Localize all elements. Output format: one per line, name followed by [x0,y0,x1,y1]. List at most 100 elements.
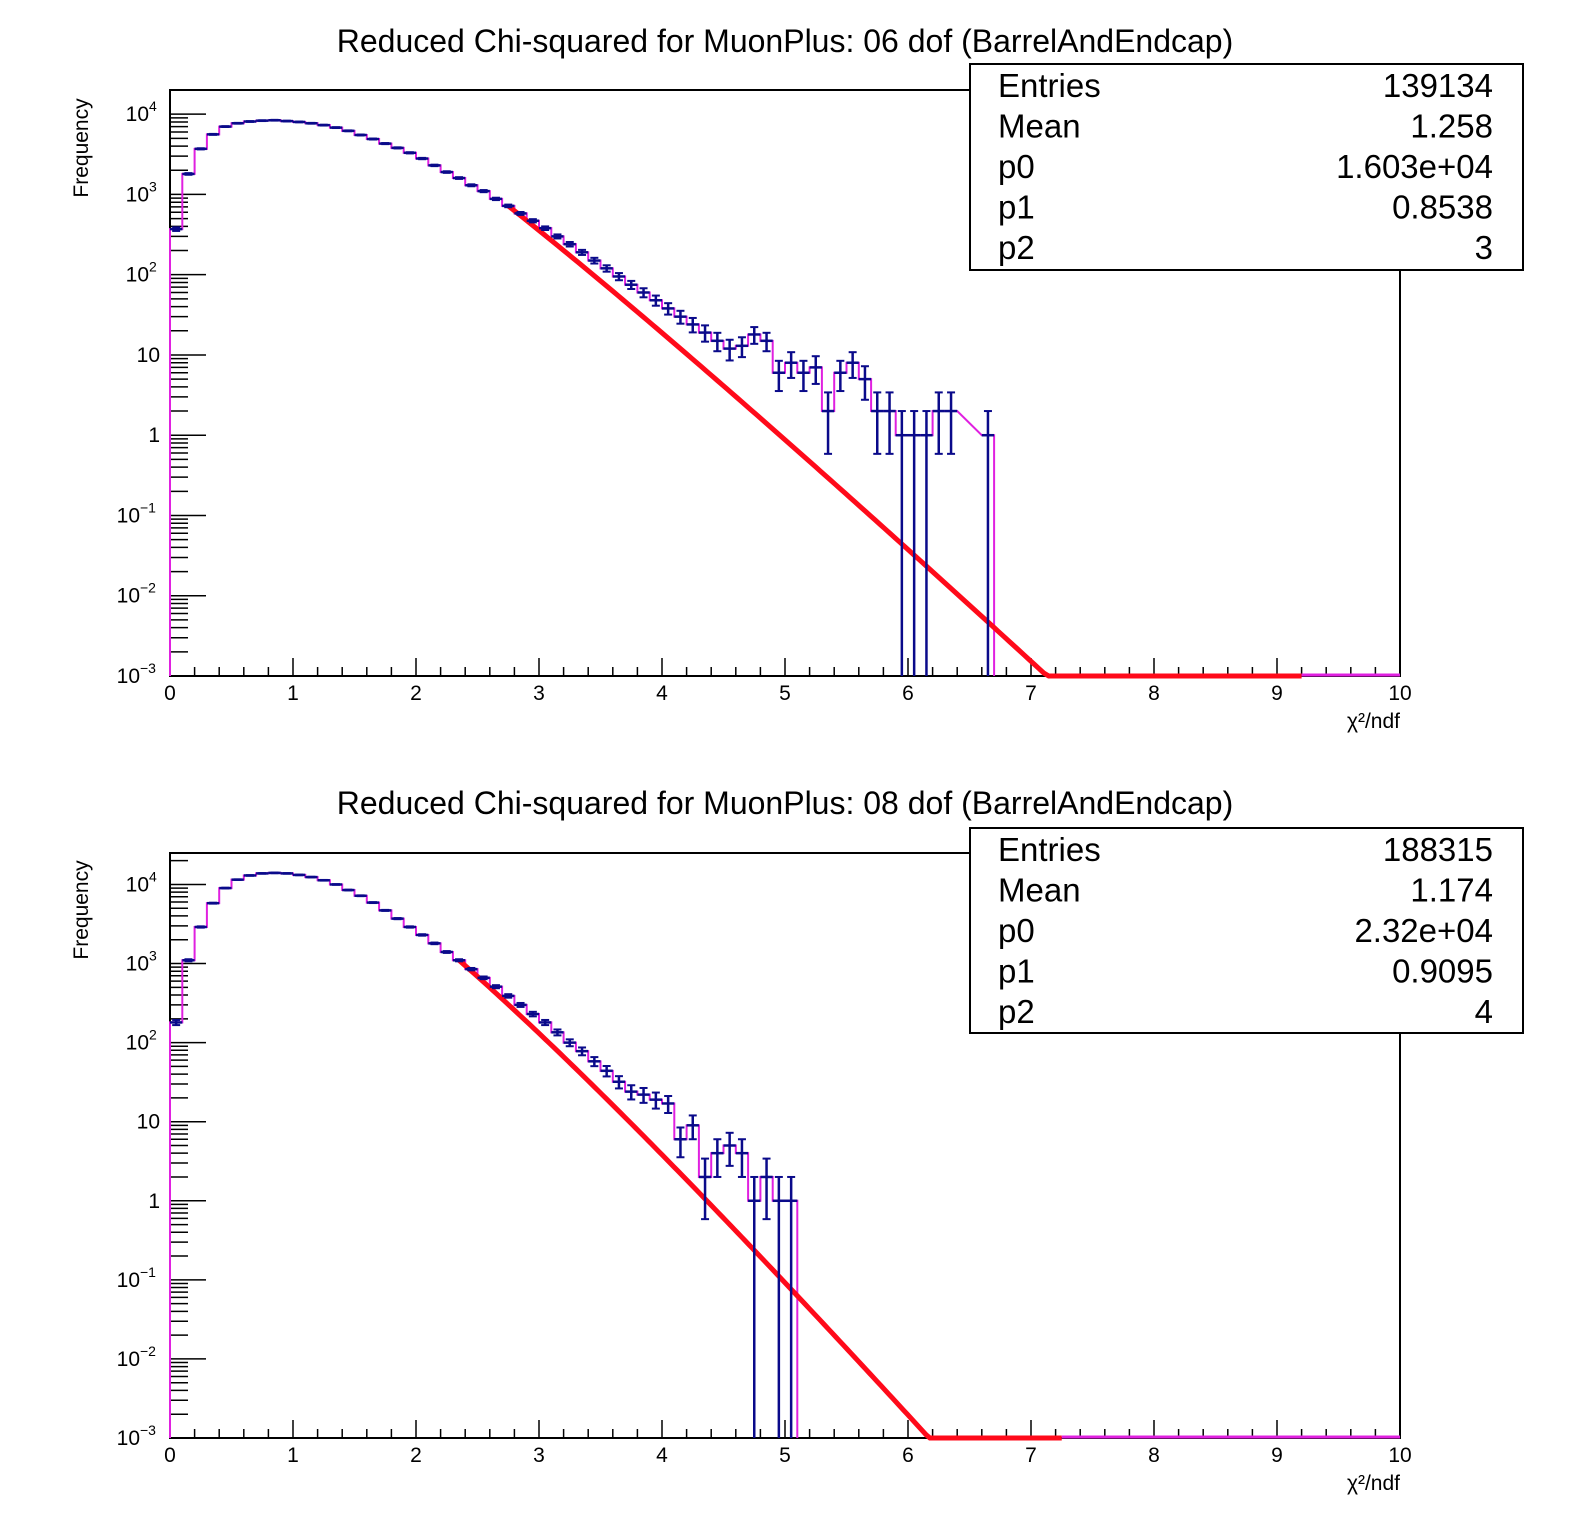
data-point [686,1114,699,1141]
data-point [662,302,675,316]
y-tick-exponent: −3 [140,660,156,676]
y-tick-exponent: −2 [140,580,156,596]
x-tick-label: 2 [410,1444,422,1467]
data-point [526,218,539,224]
data-point [329,126,343,130]
data-point [416,933,429,937]
data-point [182,172,195,176]
y-tick-label: 10 [117,585,140,608]
data-point [379,908,392,912]
y-tick-exponent: −1 [140,499,156,515]
data-point [219,125,232,129]
data-point [772,1175,785,1438]
data-point [170,1018,183,1027]
data-point [908,410,921,676]
data-point [342,129,355,133]
y-tick-exponent: 2 [149,259,157,275]
data-point [686,316,699,334]
stats-label: Entries [998,67,1101,104]
data-point [735,336,749,359]
data-point [440,950,453,954]
x-axis-label: χ²/ndf [1347,1472,1400,1495]
data-point [575,248,589,256]
stats-label: p2 [998,993,1035,1030]
chart-panel-08-dof: Reduced Chi-squared for MuonPlus: 08 dof… [70,785,1524,1495]
data-point [785,1175,798,1438]
y-tick-label: 10 [117,1348,140,1371]
y-tick-label: 10 [137,1111,160,1134]
data-point [243,120,257,123]
stats-box-frame [969,63,1524,271]
data-point [612,1075,626,1090]
data-point [477,975,490,981]
chart-panel-06-dof: Reduced Chi-squared for MuonPlus: 06 dof… [70,23,1524,733]
stats-label: p1 [998,953,1035,990]
data-point [280,119,293,123]
y-tick-exponent: −1 [140,1264,156,1280]
data-point [440,170,453,174]
data-point [391,146,404,150]
x-tick-label: 9 [1271,1444,1283,1467]
data-point [735,1138,749,1178]
data-point [625,1084,638,1101]
y-tick-label: 10 [126,103,149,126]
y-tick-label: 10 [126,873,149,896]
x-tick-label: 3 [533,682,545,705]
data-point [280,872,293,875]
data-point [612,272,626,282]
data-point [711,1138,724,1178]
data-point [231,121,244,125]
data-point [600,264,613,273]
data-point [194,925,207,929]
data-point [194,147,207,151]
data-point [575,1046,589,1057]
y-tick-exponent: 2 [149,1027,157,1043]
data-point [981,410,995,676]
data-point [637,1086,650,1104]
x-tick-label: 7 [1025,682,1037,705]
stats-label: Entries [998,831,1101,868]
data-point [539,225,552,231]
data-point [489,196,503,202]
data-point [748,1175,761,1438]
chart-title: Reduced Chi-squared for MuonPlus: 08 dof… [337,785,1234,821]
data-point [932,391,945,455]
y-tick-exponent: −2 [140,1343,156,1359]
x-tick-label: 3 [533,1444,545,1467]
y-tick-label: 10 [117,1269,140,1292]
stats-label: p0 [998,148,1035,185]
data-point [625,279,638,290]
data-point [379,142,392,146]
data-point [428,163,441,168]
data-point [502,993,515,999]
x-tick-label: 1 [287,1444,299,1467]
x-tick-label: 0 [164,682,176,705]
data-point [243,874,257,877]
data-point [182,958,195,963]
stats-value: 0.9095 [1392,953,1493,990]
x-tick-label: 10 [1388,1444,1411,1467]
data-point [600,1064,613,1078]
data-point [452,958,466,963]
data-point [256,119,269,123]
x-tick-label: 4 [656,682,668,705]
data-point [588,1056,601,1068]
data-point [428,941,441,946]
y-tick-exponent: 4 [149,868,157,884]
x-tick-label: 4 [656,1444,668,1467]
fit-curve [506,203,1302,679]
chart-title: Reduced Chi-squared for MuonPlus: 06 dof… [337,23,1234,59]
data-point [723,1131,736,1167]
data-point [403,925,416,929]
y-tick-label: 10 [126,264,149,287]
data-point [256,872,269,875]
stats-label: p0 [998,912,1035,949]
histogram-outline [169,119,996,676]
data-point [526,1010,539,1018]
data-point [674,1126,687,1159]
stats-label: p1 [998,189,1035,226]
data-point [846,351,859,379]
data-point [465,966,478,972]
data-point [698,1157,712,1221]
histogram-outline [169,871,799,1438]
